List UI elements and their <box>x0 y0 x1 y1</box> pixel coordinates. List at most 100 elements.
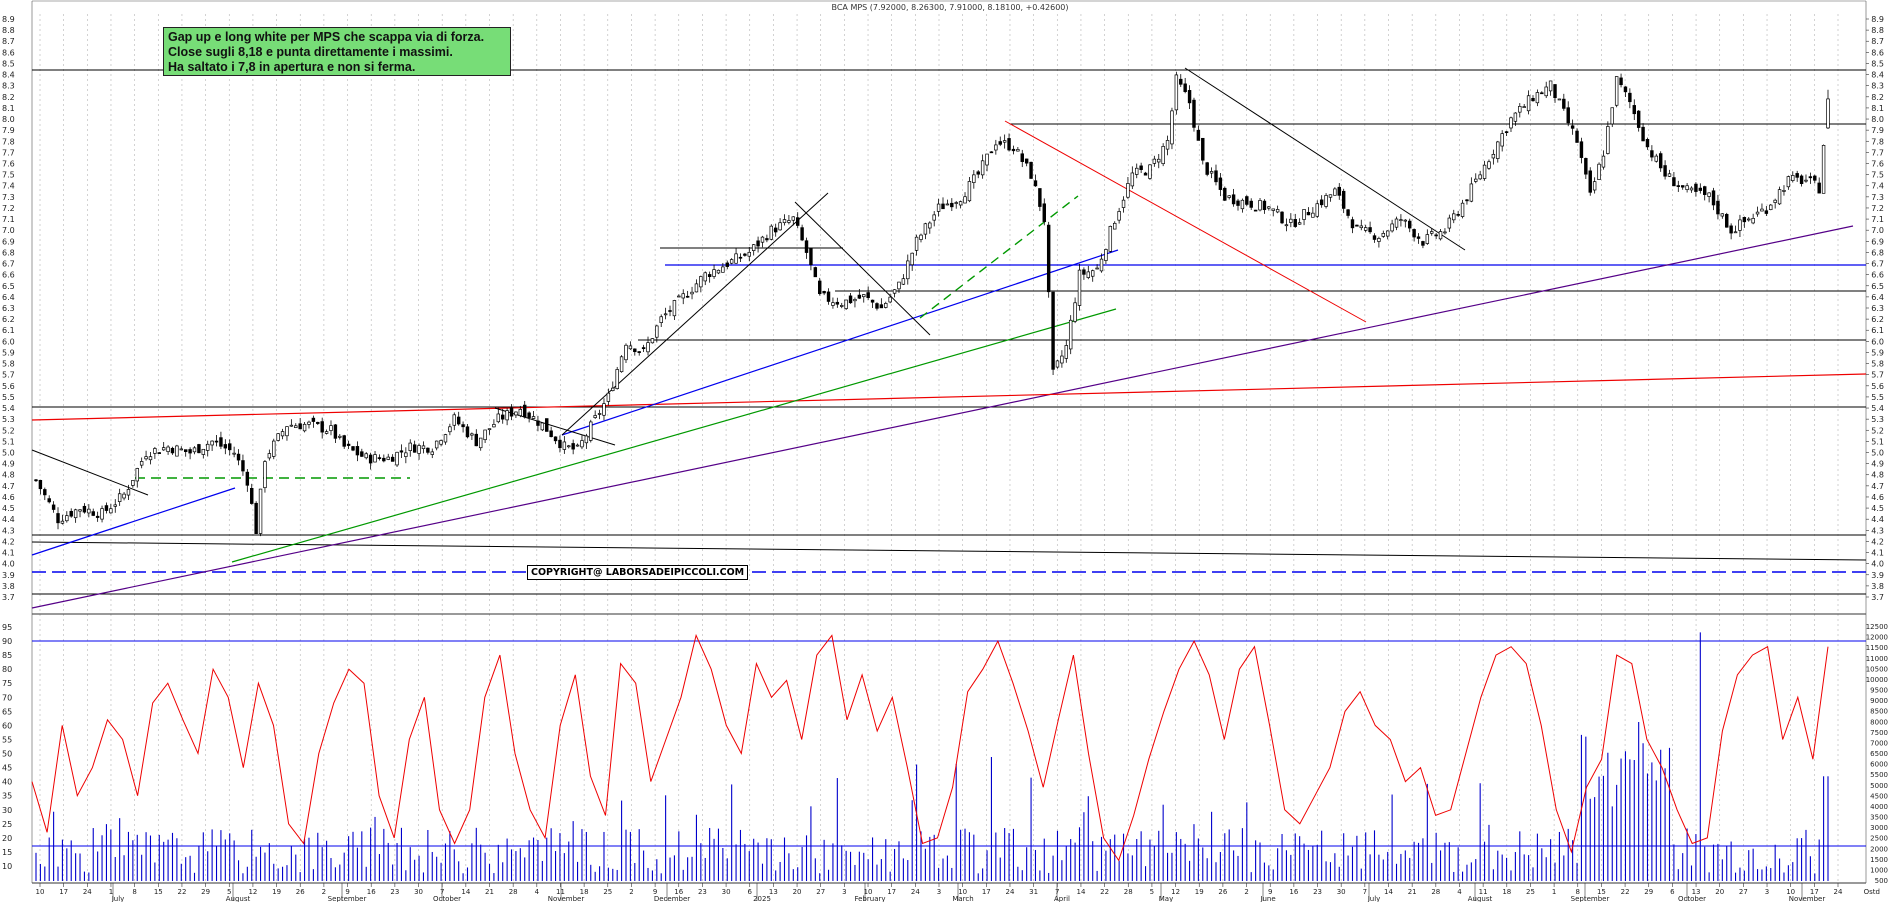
date-tick: 22 <box>1621 888 1630 896</box>
candle-body <box>870 299 875 303</box>
candle-body <box>1663 165 1667 177</box>
date-tick: 8 <box>1576 888 1580 896</box>
candle-body <box>1231 194 1236 205</box>
price-tick-right: 7.6 <box>1871 160 1884 169</box>
candle-body <box>1474 178 1478 182</box>
candle-body <box>1747 218 1751 221</box>
candle-body <box>1667 173 1672 177</box>
candle-body <box>1421 241 1425 246</box>
candle-body <box>725 262 729 267</box>
candle-body <box>439 440 443 445</box>
price-tick-right: 5.3 <box>1871 415 1884 424</box>
candle-body <box>333 424 338 439</box>
price-tick-right: 4.4 <box>1871 515 1884 524</box>
candle-body <box>395 451 399 466</box>
oscillator-tick: 25 <box>2 820 12 829</box>
price-tick-left: 5.5 <box>2 393 15 402</box>
candle-body <box>1046 224 1051 293</box>
candle-body <box>1513 112 1518 122</box>
price-tick-left: 3.9 <box>2 571 15 580</box>
price-tick-right: 5.4 <box>1871 404 1884 413</box>
date-tick: 1 <box>109 888 113 896</box>
candle-body <box>597 413 602 415</box>
candle-body <box>716 269 721 274</box>
date-tick: 19 <box>1195 888 1204 896</box>
candle-body <box>65 515 69 522</box>
date-tick: 2 <box>629 888 633 896</box>
candle-body <box>509 407 514 417</box>
candle-body <box>862 294 866 298</box>
volume-tick: 6500 <box>1870 750 1888 758</box>
candle-body <box>906 260 910 280</box>
candle-body <box>1416 236 1421 239</box>
candle-body <box>668 310 672 312</box>
candle-body <box>1548 80 1553 92</box>
price-tick-right: 7.2 <box>1871 204 1884 213</box>
candle-body <box>483 429 487 441</box>
candle-body <box>192 447 197 453</box>
price-tick-right: 5.7 <box>1871 371 1884 380</box>
date-tick: 10 <box>1786 888 1795 896</box>
candle-body <box>320 421 324 433</box>
candle-body <box>950 202 954 208</box>
price-tick-left: 6.5 <box>2 282 15 291</box>
candle-body <box>813 267 818 278</box>
candle-body <box>1165 140 1170 150</box>
date-tick: 8 <box>132 888 136 896</box>
candle-body <box>104 505 109 511</box>
candle-body <box>408 442 412 451</box>
candle-body <box>1011 148 1016 152</box>
candle-body <box>584 435 589 444</box>
candle-body <box>1108 225 1113 252</box>
copyright-label: COPYRIGHT@ LABORSADEIPICCOLI.COM <box>527 565 749 580</box>
candle-body <box>1698 187 1703 191</box>
candle-body <box>1782 190 1786 192</box>
candle-body <box>773 227 778 233</box>
candle-body <box>1487 161 1491 169</box>
dashed-green-trendline <box>919 195 1079 319</box>
candle-body <box>258 488 263 534</box>
date-tick: 11 <box>1479 888 1488 896</box>
price-tick-right: 6.9 <box>1871 237 1884 246</box>
candle-body <box>782 219 787 224</box>
candle-body <box>1302 209 1306 220</box>
candle-body <box>1055 360 1060 368</box>
candle-body <box>1619 77 1623 86</box>
candle-body <box>1412 229 1416 238</box>
date-tick: 24 <box>1006 888 1015 896</box>
red-long-trendline <box>31 373 1867 421</box>
candle-body <box>655 325 659 338</box>
date-tick: 21 <box>1408 888 1417 896</box>
price-tick-right: 8.9 <box>1871 15 1884 24</box>
candle-body <box>756 240 760 247</box>
date-tick: 6 <box>1670 888 1675 896</box>
candle-body <box>1491 153 1496 159</box>
candle-body <box>1139 165 1143 170</box>
candle-body <box>56 513 60 524</box>
candle-body <box>280 431 285 437</box>
date-tick: 31 <box>1029 888 1038 896</box>
candle-body <box>677 295 681 298</box>
candle-body <box>628 345 633 350</box>
date-tick: 9 <box>653 888 657 896</box>
candle-body <box>1650 150 1654 158</box>
candle-body <box>245 471 250 486</box>
black-downtrend-jan <box>794 201 931 336</box>
candle-body <box>743 253 747 256</box>
price-tick-left: 8.6 <box>2 48 15 57</box>
candle-body <box>1531 97 1535 102</box>
candle-body <box>421 445 426 450</box>
candle-body <box>95 515 100 518</box>
candle-body <box>1227 195 1231 198</box>
price-tick-left: 4.9 <box>2 460 15 469</box>
annotation-line-1: Gap up e long white per MPS che scappa v… <box>168 30 485 44</box>
price-tick-right: 7.5 <box>1871 171 1884 180</box>
date-tick: 24 <box>83 888 92 896</box>
date-tick: 18 <box>1502 888 1511 896</box>
date-tick: 1 <box>1552 888 1556 896</box>
candle-body <box>254 502 258 534</box>
candle-body <box>1434 234 1438 237</box>
candle-body <box>866 292 870 299</box>
candle-body <box>1007 138 1011 151</box>
